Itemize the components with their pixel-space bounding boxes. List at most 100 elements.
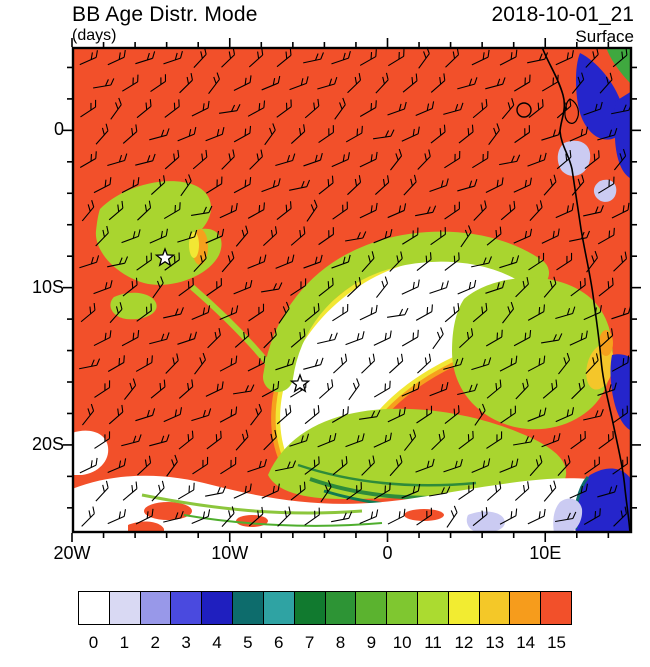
wind-barb [261,178,281,193]
wind-barb [194,352,206,375]
wind-barb [121,330,140,347]
wind-barb [417,353,432,374]
wind-barb [613,506,627,527]
wind-barb [472,151,489,169]
wind-barb [206,430,222,450]
colorbar-cell-14 [509,592,541,624]
wind-barb [415,205,437,217]
colorbar-label: 11 [424,633,442,652]
wind-barb [471,256,492,268]
wind-barb [502,301,515,324]
wind-barb [569,483,588,499]
wind-barb [387,406,406,423]
wind-barb [612,47,628,68]
wind-barb [457,383,478,396]
wind-barb [430,227,446,246]
darkgreen-streak [297,463,477,487]
lavender-patch-southeast [553,498,583,533]
wind-barb [543,174,557,196]
wind-barb [529,200,543,221]
wind-barb [347,175,362,196]
blue-strip-east-mid [610,354,632,431]
wind-barb [583,305,602,321]
wind-barb [248,506,264,527]
blue-patch-southeast [574,468,632,533]
wind-barb [205,485,227,497]
wind-barb [304,405,320,425]
wind-barb [599,72,613,94]
orange-island [404,509,444,521]
wind-barb [359,509,379,524]
wind-barb [515,276,529,298]
wind-barb [221,506,235,528]
wind-barb [556,149,572,170]
wind-barb [318,379,334,399]
wind-barb [513,177,532,193]
colorbar-cell-12 [447,592,479,624]
wind-barb [430,73,446,93]
wind-barb [206,176,223,194]
wind-barb [79,255,100,269]
wind-barb [345,125,363,143]
wind-barb [472,507,488,527]
colorbar-label: 13 [485,633,505,652]
wind-barb [247,100,266,117]
wind-barb [121,177,140,194]
wind-barb [317,76,338,90]
wind-barb [485,280,506,294]
wind-barb [387,203,407,219]
wind-barb [276,404,292,425]
axis-ticks [63,38,641,542]
colorbar-label: 5 [243,633,253,652]
wind-barb [583,205,604,217]
wind-barb [275,357,296,371]
wind-barb [527,52,549,64]
wind-barb [331,51,351,65]
wind-barb [331,511,353,523]
wind-barb [304,507,320,526]
wind-barb [457,179,478,192]
y-axis-label: 10S [31,276,64,297]
wind-barb [429,382,449,397]
wind-barb [205,127,225,142]
wind-barb [109,302,123,324]
wind-barb [555,306,576,320]
wind-barb [443,458,463,473]
wind-barb [486,431,503,449]
wind-barb [388,49,405,67]
wind-barb [361,455,375,476]
wind-barb [233,125,252,143]
colorbar-cell-8 [324,592,356,624]
wind-barb [583,101,603,116]
wind-barb [359,202,378,219]
plot-level: Surface [575,27,634,46]
wind-barb [430,124,446,144]
wind-barb [458,430,474,450]
wind-barb [163,307,184,319]
wind-barb [331,254,351,269]
wind-barb [150,379,166,399]
wind-barb [207,327,221,349]
wind-barb [513,435,535,446]
wind-barb [247,459,267,473]
orange-patch-east [599,330,613,356]
wind-barb [206,278,222,297]
wind-barb [136,252,152,271]
wind-barb [303,357,324,370]
wind-barb [177,482,195,500]
wind-barb [402,227,419,245]
wind-barb [499,49,518,66]
wind-barb [136,99,152,119]
wind-barb [289,433,310,447]
wind-barb [611,355,630,372]
wind-barb [415,101,435,117]
wind-barb [110,97,122,120]
wind-barb [415,458,435,473]
wind-barb [107,355,125,372]
wind-barb [473,200,487,221]
wind-barb [318,175,334,195]
wind-barb [401,279,420,295]
wind-barb [290,226,306,246]
wind-barb [472,302,488,323]
